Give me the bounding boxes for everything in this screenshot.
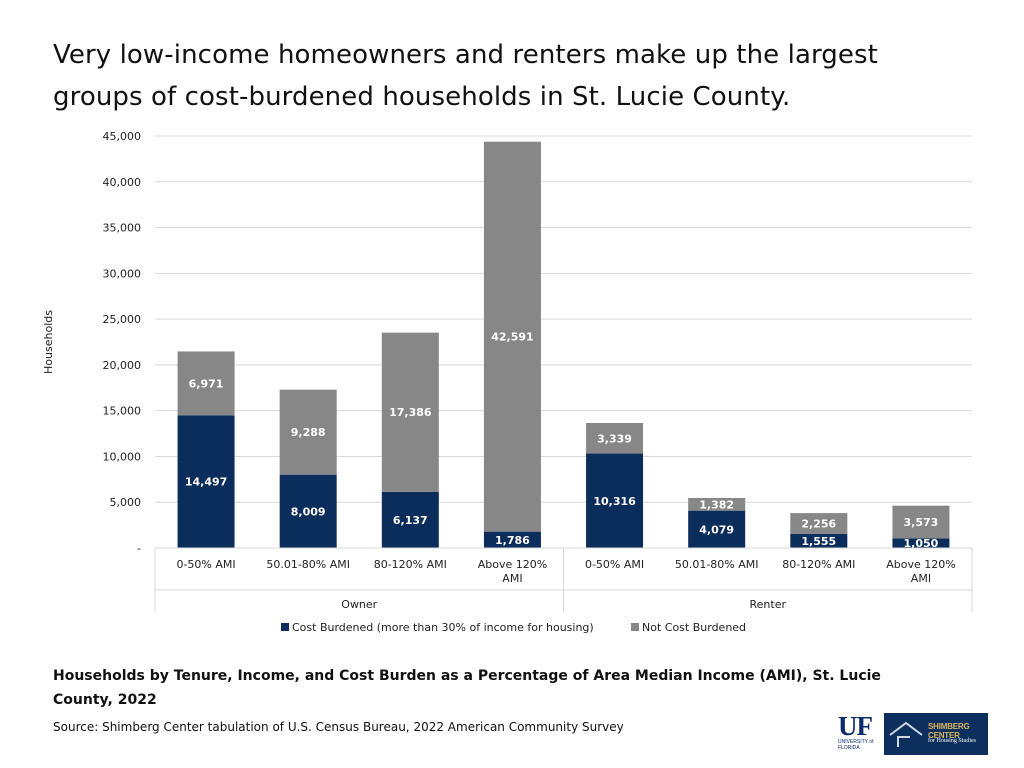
x-tick-label: Above 120% (478, 558, 547, 571)
uf-logo: UF UNIVERSITY of FLORIDA (838, 713, 882, 755)
shimberg-center-logo: SHIMBERG CENTER for Housing Studies (884, 713, 988, 755)
data-label-not-cost-burdened: 3,573 (904, 516, 939, 529)
x-group-label: Owner (341, 598, 377, 611)
y-axis-title: Households (42, 310, 55, 374)
shimberg-logo-name: SHIMBERG CENTER (928, 722, 970, 740)
legend-swatch-cost-burdened (281, 623, 289, 631)
data-label-cost-burdened: 1,050 (904, 537, 939, 550)
bar-cost-burdened (279, 474, 337, 548)
bar-not-cost-burdened (381, 332, 439, 492)
x-group-label: Renter (750, 598, 787, 611)
uf-logo-line1: UNIVERSITY of (838, 739, 874, 745)
y-tick-label: - (137, 542, 141, 555)
data-label-cost-burdened: 14,497 (185, 476, 227, 489)
y-tick-label: 5,000 (110, 496, 142, 509)
x-tick-label: 50.01-80% AMI (675, 558, 759, 571)
page-headline: Very low-income homeowners and renters m… (53, 40, 878, 112)
y-tick-label: 25,000 (103, 313, 142, 326)
bar-not-cost-burdened (892, 505, 950, 539)
y-tick-label: 40,000 (103, 176, 142, 189)
x-tick-label: AMI (911, 572, 931, 585)
data-label-not-cost-burdened: 1,382 (699, 498, 734, 511)
bar-cost-burdened (688, 510, 746, 548)
y-tick-label: 30,000 (103, 267, 142, 280)
stacked-bar-chart: - 5,000 10,000 15,000 20,000 25,000 30,000 35,0… (42, 130, 973, 634)
bar-not-cost-burdened (586, 422, 644, 454)
data-label-cost-burdened: 10,316 (593, 495, 636, 508)
data-label-cost-burdened: 6,137 (393, 514, 428, 527)
legend-swatch-not-cost-burdened (631, 623, 639, 631)
uf-logo-line2: FLORIDA (838, 745, 860, 751)
bar-not-cost-burdened (177, 351, 235, 416)
x-tick-label: 80-120% AMI (782, 558, 855, 571)
data-label-not-cost-burdened: 2,256 (801, 517, 836, 530)
y-tick-label: 10,000 (103, 450, 142, 463)
x-tick-label: AMI (502, 572, 522, 585)
data-label-cost-burdened: 1,555 (801, 535, 836, 548)
data-label-not-cost-burdened: 6,971 (189, 377, 224, 390)
shimberg-logo-subtitle: for Housing Studies (928, 738, 976, 744)
y-tick-label: 45,000 (103, 130, 142, 143)
bar-not-cost-burdened (688, 498, 746, 511)
y-tick-label: 35,000 (103, 222, 142, 235)
bar-not-cost-burdened (790, 513, 848, 534)
bar-cost-burdened (381, 491, 439, 548)
y-tick-label: 20,000 (103, 359, 142, 372)
y-tick-label: 15,000 (103, 405, 142, 418)
bar-cost-burdened (483, 531, 541, 548)
x-tick-label: 0-50% AMI (176, 558, 235, 571)
x-tick-label: 0-50% AMI (585, 558, 644, 571)
bar-cost-burdened (586, 453, 644, 548)
x-tick-label: Above 120% (886, 558, 955, 571)
data-label-not-cost-burdened: 9,288 (291, 426, 326, 439)
x-tick-label: 80-120% AMI (374, 558, 447, 571)
chart-caption: Households by Tenure, Income, and Cost B… (53, 668, 881, 708)
legend-label-cost-burdened: Cost Burdened (more than 30% of income f… (292, 621, 594, 634)
data-label-not-cost-burdened: 17,386 (389, 406, 432, 419)
bar-not-cost-burdened (483, 141, 541, 532)
uf-logo-mark: UF (838, 711, 873, 741)
house-icon (889, 721, 923, 747)
legend-label-not-cost-burdened: Not Cost Burdened (642, 621, 746, 634)
x-tick-label: 50.01-80% AMI (266, 558, 350, 571)
data-label-not-cost-burdened: 3,339 (597, 432, 632, 445)
data-label-cost-burdened: 1,786 (495, 534, 530, 547)
bar-cost-burdened (790, 533, 848, 548)
data-label-cost-burdened: 4,079 (699, 523, 734, 536)
bar-cost-burdened (177, 415, 235, 548)
bar-cost-burdened (892, 538, 950, 548)
data-label-not-cost-burdened: 42,591 (491, 331, 533, 344)
source-note: Source: Shimberg Center tabulation of U.… (53, 720, 624, 734)
data-label-cost-burdened: 8,009 (291, 505, 326, 518)
bar-not-cost-burdened (279, 389, 337, 475)
